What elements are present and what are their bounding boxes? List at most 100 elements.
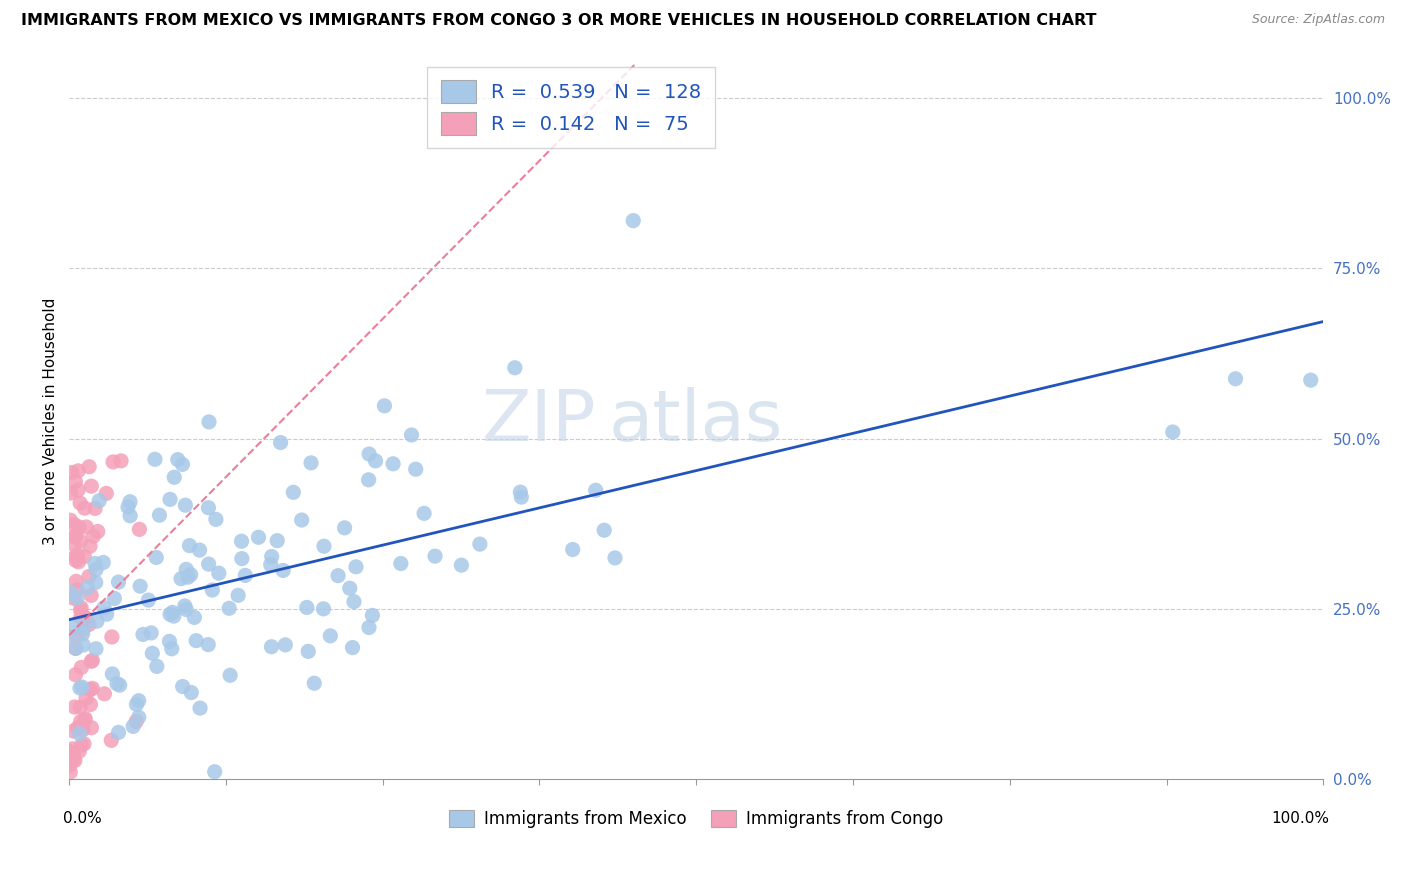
Point	[357, 473, 380, 487]
Point	[118, 495, 141, 509]
Point	[197, 557, 219, 571]
Point	[65, 574, 87, 589]
Point	[359, 447, 381, 461]
Point	[170, 572, 193, 586]
Point	[266, 533, 288, 548]
Point	[509, 485, 531, 500]
Point	[75, 691, 97, 706]
Point	[63, 618, 86, 632]
Point	[247, 530, 270, 544]
Point	[159, 492, 181, 507]
Point	[72, 626, 94, 640]
Point	[96, 607, 118, 622]
Point	[82, 681, 104, 696]
Point	[231, 551, 253, 566]
Point	[621, 213, 644, 227]
Point	[186, 633, 208, 648]
Point	[84, 562, 107, 576]
Point	[218, 601, 240, 615]
Point	[67, 464, 90, 478]
Point	[382, 457, 405, 471]
Point	[260, 558, 283, 572]
Point	[197, 638, 219, 652]
Point	[65, 667, 87, 681]
Point	[270, 435, 292, 450]
Point	[75, 712, 97, 726]
Point	[65, 553, 87, 567]
Point	[80, 721, 103, 735]
Point	[69, 610, 91, 624]
Point	[401, 428, 423, 442]
Point	[231, 534, 253, 549]
Text: 100.0%: 100.0%	[1271, 811, 1330, 826]
Point	[166, 452, 188, 467]
Point	[120, 508, 142, 523]
Point	[291, 513, 314, 527]
Point	[333, 521, 356, 535]
Point	[159, 634, 181, 648]
Y-axis label: 3 or more Vehicles in Household: 3 or more Vehicles in Household	[44, 298, 58, 545]
Point	[69, 496, 91, 510]
Point	[69, 700, 91, 714]
Point	[143, 452, 166, 467]
Point	[177, 570, 200, 584]
Point	[59, 758, 82, 772]
Point	[66, 629, 89, 643]
Point	[110, 454, 132, 468]
Point	[69, 726, 91, 740]
Point	[84, 557, 107, 571]
Point	[129, 579, 152, 593]
Point	[260, 549, 283, 564]
Point	[73, 713, 96, 727]
Text: IMMIGRANTS FROM MEXICO VS IMMIGRANTS FROM CONGO 3 OR MORE VEHICLES IN HOUSEHOLD : IMMIGRANTS FROM MEXICO VS IMMIGRANTS FRO…	[21, 13, 1097, 29]
Point	[312, 602, 335, 616]
Point	[69, 681, 91, 695]
Point	[297, 644, 319, 658]
Point	[75, 610, 97, 624]
Point	[82, 653, 104, 667]
Point	[87, 524, 110, 539]
Point	[69, 534, 91, 549]
Point	[79, 539, 101, 553]
Point	[361, 608, 384, 623]
Point	[342, 640, 364, 655]
Point	[70, 680, 93, 694]
Point	[326, 568, 349, 582]
Point	[101, 455, 124, 469]
Point	[128, 522, 150, 536]
Point	[93, 600, 115, 615]
Point	[561, 542, 583, 557]
Point	[295, 600, 318, 615]
Point	[84, 501, 107, 516]
Point	[160, 641, 183, 656]
Point	[72, 723, 94, 737]
Point	[603, 550, 626, 565]
Point	[80, 588, 103, 602]
Point	[66, 548, 89, 562]
Point	[159, 607, 181, 622]
Point	[201, 583, 224, 598]
Point	[107, 575, 129, 590]
Point	[101, 667, 124, 681]
Point	[172, 680, 194, 694]
Point	[125, 698, 148, 712]
Point	[65, 549, 87, 564]
Point	[117, 500, 139, 514]
Point	[59, 745, 82, 759]
Point	[510, 490, 533, 504]
Point	[91, 556, 114, 570]
Point	[75, 520, 97, 534]
Point	[146, 659, 169, 673]
Point	[226, 588, 249, 602]
Legend: Immigrants from Mexico, Immigrants from Congo: Immigrants from Mexico, Immigrants from …	[441, 804, 950, 835]
Point	[84, 641, 107, 656]
Point	[138, 593, 160, 607]
Point	[593, 523, 616, 537]
Point	[344, 559, 367, 574]
Point	[205, 512, 228, 526]
Point	[274, 638, 297, 652]
Point	[1161, 425, 1184, 439]
Point	[1225, 372, 1247, 386]
Point	[80, 654, 103, 668]
Point	[162, 606, 184, 620]
